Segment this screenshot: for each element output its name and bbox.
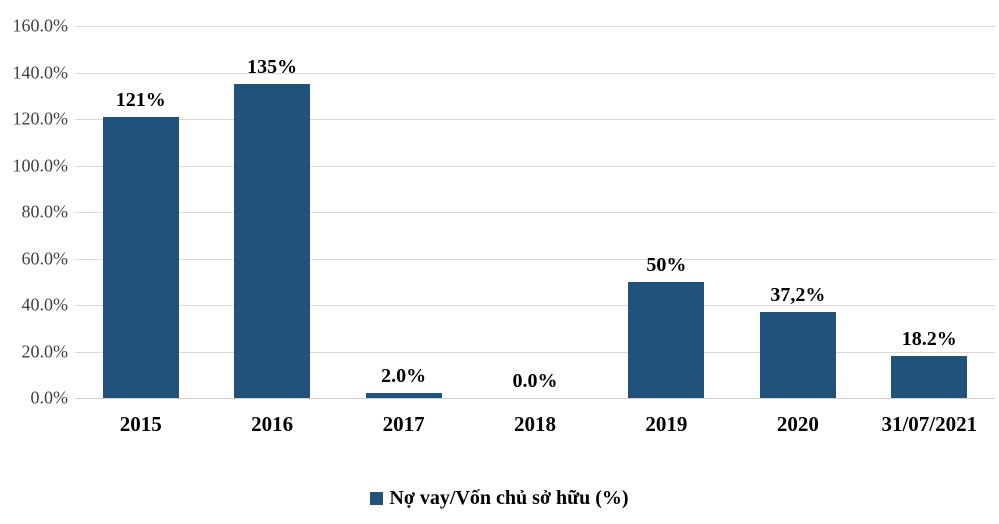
bar-value-label: 2.0% <box>381 365 427 388</box>
y-axis-tick-label: 40.0% <box>21 294 69 315</box>
y-axis: 0.0% 20.0% 40.0% 60.0% 80.0% 100.0% 120.0% 140.… <box>0 0 69 524</box>
bar <box>759 311 836 398</box>
x-axis-category-label: 2020 <box>776 412 819 436</box>
y-axis-tick-label: 100.0% <box>12 155 69 175</box>
y-axis-tick-label: 60.0% <box>21 248 69 268</box>
y-axis-tick-label: 160.0% <box>12 15 69 36</box>
bar-value-label: 50% <box>646 253 687 276</box>
x-axis-category-label: 2018 <box>514 412 556 436</box>
gridline <box>75 165 995 167</box>
y-axis-tick-label: 120.0% <box>12 108 69 129</box>
bar-value-label: 37,2% <box>770 283 826 306</box>
legend: Nợ vay/Vốn chủ sở hữu (%) <box>0 487 999 510</box>
x-axis-category-label: 31/07/2021 <box>881 412 978 436</box>
legend-square-marker-icon <box>370 492 384 505</box>
bar <box>234 84 311 398</box>
gridline <box>75 72 995 74</box>
legend-label: Nợ vay/Vốn chủ sở hữu (%) <box>389 487 629 509</box>
x-axis-baseline <box>75 398 995 399</box>
y-axis-tick-label: 20.0% <box>21 341 69 361</box>
gridline <box>75 212 995 213</box>
x-axis-category-label: 2016 <box>251 412 294 436</box>
y-axis-tick-label: 0.0% <box>30 387 69 408</box>
bar <box>891 355 968 398</box>
bar <box>365 393 442 398</box>
x-axis-category-label: 2017 <box>382 412 425 436</box>
bar-value-label: 18.2% <box>901 327 957 350</box>
plot-area: 121% 135% 2.0% 0.0% 50% 37,2% 18.2% <box>75 26 995 399</box>
gridline <box>75 119 995 120</box>
gridline <box>75 305 995 306</box>
y-axis-tick-label: 140.0% <box>12 62 69 82</box>
gridline <box>75 26 995 27</box>
gridline <box>75 258 995 260</box>
bar <box>628 281 705 398</box>
x-axis-category-label: 2019 <box>645 412 688 436</box>
bar-value-label: 135% <box>247 56 298 79</box>
y-axis-tick-label: 80.0% <box>21 201 69 222</box>
gridline <box>75 351 995 353</box>
x-axis-category-label: 2015 <box>119 412 162 436</box>
bar-value-label: 121% <box>115 88 166 111</box>
bar-value-label: 0.0% <box>512 370 558 392</box>
bar <box>102 116 179 398</box>
